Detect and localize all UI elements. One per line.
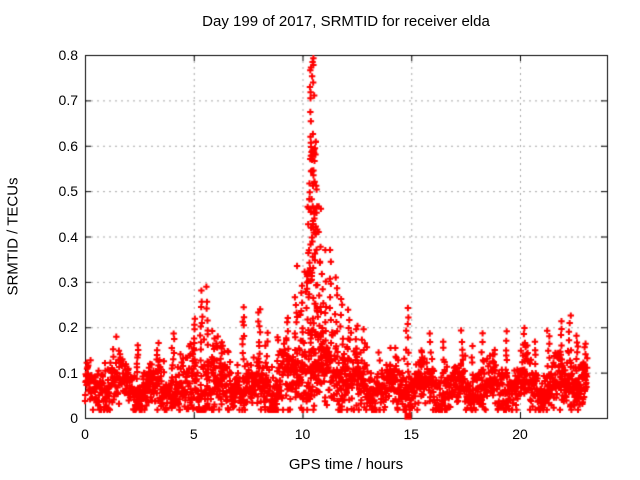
x-tick-label: 0: [81, 426, 89, 442]
x-tick-label: 20: [512, 426, 528, 442]
y-axis-label: SRMTID / TECUs: [4, 177, 22, 296]
y-tick-label: 0.2: [58, 319, 78, 336]
y-tick-label: 0.3: [58, 273, 78, 290]
y-tick-label: 0: [70, 410, 78, 426]
y-tick-label: 0.7: [58, 92, 78, 109]
x-tick-label: 5: [189, 426, 198, 442]
x-axis-label: GPS time / hours: [288, 456, 404, 473]
y-tick-label: 0.6: [58, 137, 78, 154]
y-tick-label: 0.5: [58, 183, 78, 200]
x-tick-label: 10: [294, 426, 311, 442]
y-tick-label: 0.4: [58, 228, 78, 245]
y-tick-label: 0.1: [58, 364, 78, 381]
x-tick-label: 15: [403, 426, 420, 442]
y-tick-label: 0.8: [58, 47, 78, 63]
chart-title: Day 199 of 2017, SRMTID for receiver eld…: [202, 13, 490, 30]
